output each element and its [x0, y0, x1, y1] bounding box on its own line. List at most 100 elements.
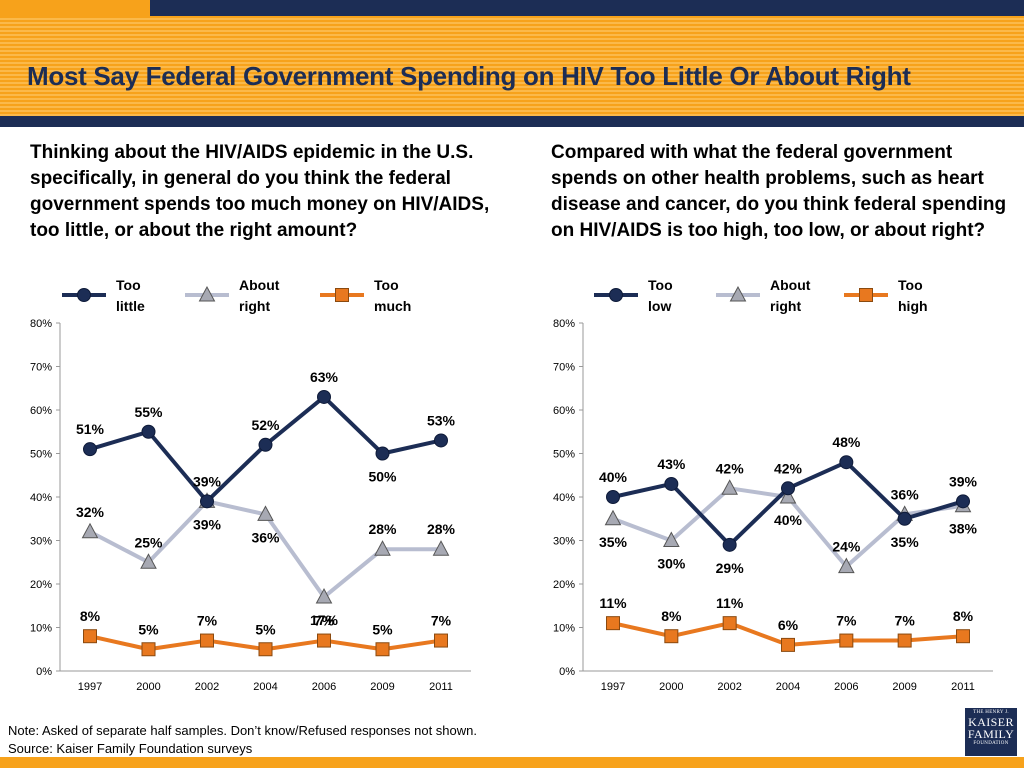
data-label: 39%: [193, 516, 222, 532]
data-label: 28%: [427, 521, 456, 537]
data-label: 38%: [949, 521, 978, 537]
data-label: 5%: [255, 621, 276, 637]
y-tick-label: 20%: [553, 579, 575, 591]
data-label: 30%: [657, 556, 686, 572]
data-point: [897, 511, 912, 526]
y-tick-label: 20%: [30, 579, 52, 591]
data-point: [434, 433, 448, 448]
legend-marker: [198, 285, 216, 302]
data-point: [315, 587, 333, 604]
data-label: 63%: [310, 369, 339, 385]
data-label: 8%: [661, 608, 682, 624]
x-tick-label: 2011: [429, 681, 453, 693]
data-point: [606, 490, 620, 504]
data-label: 11%: [599, 595, 627, 611]
data-label: 36%: [251, 529, 280, 545]
data-point: [839, 455, 854, 470]
data-point: [606, 616, 620, 631]
legend-marker: [729, 285, 747, 302]
data-label: 51%: [76, 421, 105, 437]
data-point: [200, 494, 214, 509]
data-point: [374, 540, 391, 556]
x-tick-label: 2011: [951, 681, 975, 693]
legend-label: low: [648, 298, 671, 314]
data-point: [258, 437, 273, 452]
data-point: [81, 522, 99, 539]
x-tick-label: 2002: [717, 681, 741, 693]
data-point: [722, 537, 737, 552]
data-label: 7%: [197, 613, 218, 629]
data-point: [781, 637, 795, 652]
y-tick-label: 0%: [36, 666, 52, 678]
legend-marker: [859, 288, 873, 302]
legend-marker: [77, 288, 91, 302]
y-tick-label: 50%: [553, 449, 575, 461]
data-label: 42%: [774, 460, 803, 476]
data-label: 28%: [368, 521, 397, 537]
data-point: [257, 505, 274, 521]
x-tick-label: 1997: [78, 681, 102, 693]
data-point: [375, 446, 390, 461]
x-tick-label: 2006: [312, 681, 336, 693]
x-tick-label: 2004: [776, 681, 800, 693]
y-tick-label: 30%: [553, 536, 575, 548]
x-tick-label: 2009: [892, 681, 916, 693]
data-point: [722, 616, 737, 631]
y-tick-label: 60%: [30, 405, 52, 417]
logo-line4: FOUNDATION: [973, 741, 1009, 746]
legend-label: Too: [116, 277, 141, 293]
data-point: [662, 531, 680, 547]
data-label: 55%: [134, 404, 163, 420]
data-label: 7%: [314, 613, 335, 629]
data-label: 43%: [657, 456, 686, 472]
page-title: Most Say Federal Government Spending on …: [27, 61, 911, 91]
y-tick-label: 60%: [553, 405, 575, 417]
data-label: 17%: [310, 612, 339, 628]
left-question: Thinking about the HIV/AIDS epidemic in …: [30, 142, 490, 241]
title-underline-bar: [0, 116, 1024, 127]
data-point: [317, 389, 331, 404]
y-tick-label: 50%: [30, 449, 52, 461]
data-point: [781, 481, 795, 496]
legend-marker: [335, 288, 349, 302]
data-label: 36%: [891, 486, 920, 502]
legend-label: high: [898, 298, 928, 314]
legend-label: right: [770, 298, 801, 314]
data-label: 7%: [431, 613, 452, 629]
data-point: [258, 642, 273, 657]
footer-note: Note: Asked of separate half samples. Do…: [8, 723, 477, 738]
data-point: [956, 494, 970, 509]
legend-marker: [609, 288, 623, 302]
legend-label: About: [770, 277, 811, 293]
data-label: 7%: [836, 613, 857, 629]
logo-line1: THE HENRY J.: [973, 710, 1009, 715]
data-point: [140, 553, 157, 569]
y-tick-label: 40%: [30, 492, 52, 504]
data-label: 40%: [599, 469, 628, 485]
data-label: 24%: [832, 539, 861, 555]
data-point: [664, 476, 679, 491]
data-label: 35%: [599, 534, 628, 550]
legend-label: About: [239, 277, 280, 293]
data-point: [956, 629, 970, 644]
data-point: [434, 633, 448, 648]
data-label: 25%: [134, 534, 163, 550]
y-tick-label: 70%: [30, 362, 52, 374]
y-tick-label: 30%: [30, 536, 52, 548]
title-band: [0, 16, 1024, 116]
data-point: [200, 633, 214, 648]
footer-notes: Note: Asked of separate half samples. Do…: [8, 722, 477, 758]
data-label: 39%: [193, 473, 222, 489]
y-tick-label: 40%: [553, 492, 575, 504]
data-label: 53%: [427, 412, 456, 428]
data-label: 6%: [778, 617, 799, 633]
data-point: [837, 557, 855, 574]
data-label: 48%: [832, 434, 861, 450]
data-label: 8%: [953, 608, 974, 624]
legend-label: right: [239, 298, 270, 314]
legend-label: much: [374, 298, 411, 314]
legend-label: little: [116, 298, 145, 314]
data-point: [141, 642, 156, 657]
logo-line3: FAMILY: [967, 727, 1015, 741]
data-point: [375, 642, 390, 657]
